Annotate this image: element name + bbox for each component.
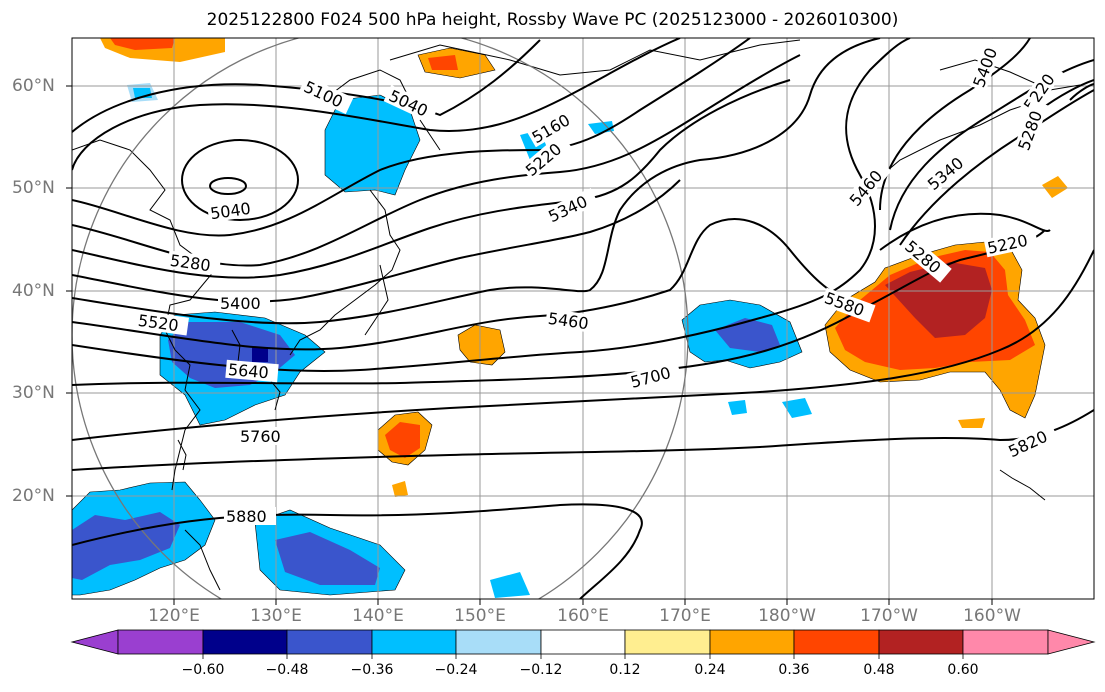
lon-label-180w: 180°W — [758, 606, 816, 626]
colorbar-tick-6: 0.12 — [609, 662, 641, 678]
colorbar-tick-1: −0.60 — [181, 662, 225, 678]
tick-marks — [66, 85, 993, 605]
colorbar-bin-10 — [878, 629, 964, 655]
colorbar-tick-10: 0.60 — [947, 662, 979, 678]
contour-label-5340-a: 5340 — [545, 192, 590, 226]
colorbar-bin-6 — [540, 629, 626, 655]
contour-label-5100: 5100 — [301, 77, 346, 111]
contour-label-5760: 5760 — [240, 427, 281, 446]
lat-label-60n: 60°N — [12, 76, 55, 96]
lon-label-160e: 160°E — [557, 606, 609, 626]
colorbar-over — [1047, 629, 1096, 655]
colorbar-tick-5: −0.12 — [519, 662, 563, 678]
colorbar-bin-1 — [117, 629, 204, 655]
colorbar-bin-7 — [624, 629, 711, 655]
lon-label-170e: 170°E — [659, 606, 711, 626]
lon-label-120e: 120°E — [148, 606, 200, 626]
colorbar-bin-2 — [202, 629, 288, 655]
lon-label-130e: 130°E — [250, 606, 302, 626]
lat-label-50n: 50°N — [12, 178, 55, 198]
map-title: 2025122800 F024 500 hPa height, Rossby W… — [206, 10, 899, 30]
contour-label-5700: 5700 — [628, 363, 672, 392]
contour-label-5880: 5880 — [226, 507, 267, 526]
contour-label-5280-c: 5280 — [1014, 108, 1046, 153]
lon-label-170w: 170°W — [860, 606, 918, 626]
reference-circle — [72, 38, 689, 599]
colorbar-bin-8 — [709, 629, 795, 655]
colorbar-bin-9 — [793, 629, 880, 655]
contour-label-5640: 5640 — [227, 360, 269, 382]
colorbar-tick-9: 0.48 — [863, 662, 895, 678]
lon-label-140e: 140°E — [352, 606, 404, 626]
colorbar-bin-5 — [455, 629, 542, 655]
contour-label-5820: 5820 — [1005, 427, 1050, 461]
colorbar — [70, 629, 1096, 659]
contour-label-5400-a: 5400 — [220, 294, 261, 313]
colorbar-tick-4: −0.24 — [434, 662, 478, 678]
coastlines — [72, 39, 1081, 591]
colorbar-tick-7: 0.24 — [694, 662, 726, 678]
height-contours — [72, 38, 1094, 599]
colorbar-bin-3 — [286, 629, 373, 655]
lat-label-30n: 30°N — [12, 383, 55, 403]
colorbar-tick-3: −0.36 — [350, 662, 394, 678]
colorbar-tick-8: 0.36 — [778, 662, 810, 678]
lat-label-40n: 40°N — [12, 281, 55, 301]
colorbar-bin-11 — [962, 629, 1049, 655]
colorbar-under — [70, 629, 119, 655]
colorbar-bin-4 — [371, 629, 457, 655]
lon-label-150e: 150°E — [454, 606, 506, 626]
lon-label-160w: 160°W — [963, 606, 1021, 626]
graticule — [72, 38, 1094, 599]
lat-label-20n: 20°N — [12, 486, 55, 506]
colorbar-tick-2: −0.48 — [265, 662, 309, 678]
